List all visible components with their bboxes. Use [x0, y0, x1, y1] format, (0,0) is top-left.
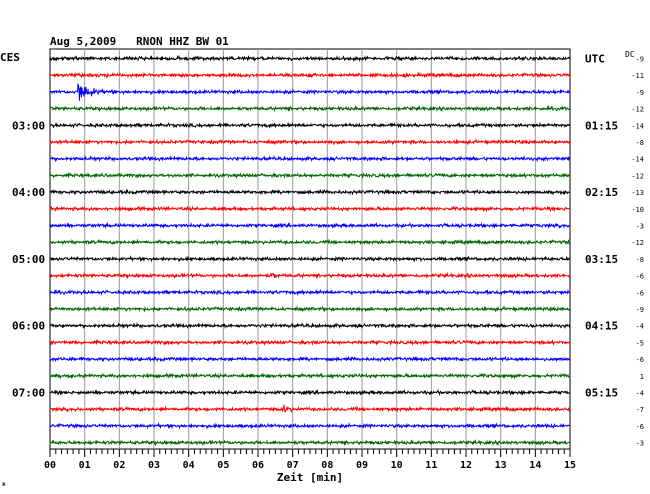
- trace-line: [49, 338, 571, 347]
- trace-line: [49, 104, 571, 113]
- trace-line: [49, 188, 571, 196]
- trace-line: [49, 438, 571, 447]
- chart-title: Aug 5,2009 RNON HHZ BW 01: [50, 35, 229, 48]
- x-tick-label: 15: [564, 460, 576, 471]
- corner-mark: ж: [2, 481, 6, 488]
- right-time-label: UTC: [585, 53, 605, 66]
- dc-offset-value: -5: [636, 339, 644, 347]
- dc-offset-value: -7: [636, 406, 644, 414]
- x-axis: 00 01 02 03 04 05 06 07 08 09 10 11 12 13 14 15: [44, 449, 576, 471]
- right-time-label: 05:15: [585, 387, 618, 400]
- dc-offset-value: -6: [636, 423, 644, 431]
- trace-line: [49, 205, 571, 213]
- trace-line: [49, 238, 571, 246]
- trace-line: [49, 305, 571, 313]
- right-time-label: 03:15: [585, 253, 618, 266]
- minute-gridlines: [84, 49, 536, 449]
- right-time-label: 01:15: [585, 119, 618, 132]
- x-tick-label: 06: [252, 460, 264, 471]
- x-axis-label: Zeit [min]: [277, 471, 343, 484]
- trace-line: [49, 154, 571, 163]
- trace-line: [49, 271, 571, 280]
- x-tick-label: 01: [79, 460, 91, 471]
- dc-offset-value: -8: [636, 256, 644, 264]
- x-tick-label: 02: [113, 460, 125, 471]
- left-time-label: 04:00: [12, 186, 45, 199]
- x-tick-label: 04: [183, 460, 195, 471]
- seismic-traces: [49, 54, 571, 447]
- dc-offset-value: -8: [636, 139, 644, 147]
- left-time-label: 05:00: [12, 253, 45, 266]
- dc-offset-value: 1: [640, 373, 644, 381]
- left-timezone-label: CES: [0, 51, 20, 64]
- trace-line: [49, 422, 571, 430]
- x-tick-label: 10: [391, 460, 403, 471]
- dc-offset-value: -13: [631, 189, 644, 197]
- trace-line: [49, 121, 571, 129]
- trace-line: [49, 355, 571, 363]
- dc-offset-value: -10: [631, 206, 644, 214]
- trace-line: [49, 404, 571, 413]
- dc-offset-value: -12: [631, 106, 644, 114]
- x-tick-label: 13: [495, 460, 507, 471]
- left-time-label: 07:00: [12, 387, 45, 400]
- dc-offset-value: -6: [636, 289, 644, 297]
- x-tick-label: 05: [217, 460, 229, 471]
- trace-line: [49, 54, 571, 63]
- left-time-label: 03:00: [12, 119, 45, 132]
- x-tick-label: 14: [529, 460, 541, 471]
- dc-offset-value: -3: [636, 440, 644, 448]
- dc-offset-value: -12: [631, 172, 644, 180]
- trace-line: [49, 372, 571, 380]
- dc-offset-value: -9: [636, 306, 644, 314]
- x-tick-label: 12: [460, 460, 472, 471]
- dc-offset-value: -6: [636, 356, 644, 364]
- x-tick-label: 09: [356, 460, 368, 471]
- right-time-label: 02:15: [585, 186, 618, 199]
- dc-offset-value: -12: [631, 239, 644, 247]
- dc-offset-value: -11: [631, 72, 644, 80]
- dc-offset-value: -14: [631, 156, 644, 164]
- dc-offset-value: -6: [636, 273, 644, 281]
- dc-offset-value: -14: [631, 122, 644, 130]
- trace-line: [49, 171, 571, 180]
- x-tick-label: 07: [287, 460, 299, 471]
- time-labels: 03:00 04:00 05:00 06:00 07:00 UTC 01:15 02:15 03…: [12, 53, 618, 400]
- trace-line: [49, 288, 571, 296]
- right-time-label: 04:15: [585, 320, 618, 333]
- trace-line: [49, 255, 571, 263]
- trace-line: [49, 82, 571, 101]
- dc-offset-header: DC: [625, 50, 635, 59]
- trace-line: [49, 221, 571, 230]
- x-tick-label: 08: [321, 460, 333, 471]
- dc-offset-value: -9: [636, 89, 644, 97]
- trace-line: [49, 321, 571, 330]
- dc-offset-value: -4: [636, 390, 644, 398]
- left-time-label: 06:00: [12, 320, 45, 333]
- x-tick-label: 03: [148, 460, 160, 471]
- dc-offset-value: -4: [636, 323, 644, 331]
- trace-line: [49, 71, 571, 79]
- dc-offset-value: -9: [636, 56, 644, 64]
- dc-offset-labels: -9 -11 -9 -12 -14 -8 -14 -12 -13 -10 -3 -12 -8 -6 -6 -9…: [631, 56, 644, 448]
- trace-line: [49, 138, 571, 146]
- x-tick-label: 00: [44, 460, 56, 471]
- x-tick-label: 11: [425, 460, 437, 471]
- dc-offset-value: -3: [636, 223, 644, 231]
- trace-line: [49, 388, 571, 397]
